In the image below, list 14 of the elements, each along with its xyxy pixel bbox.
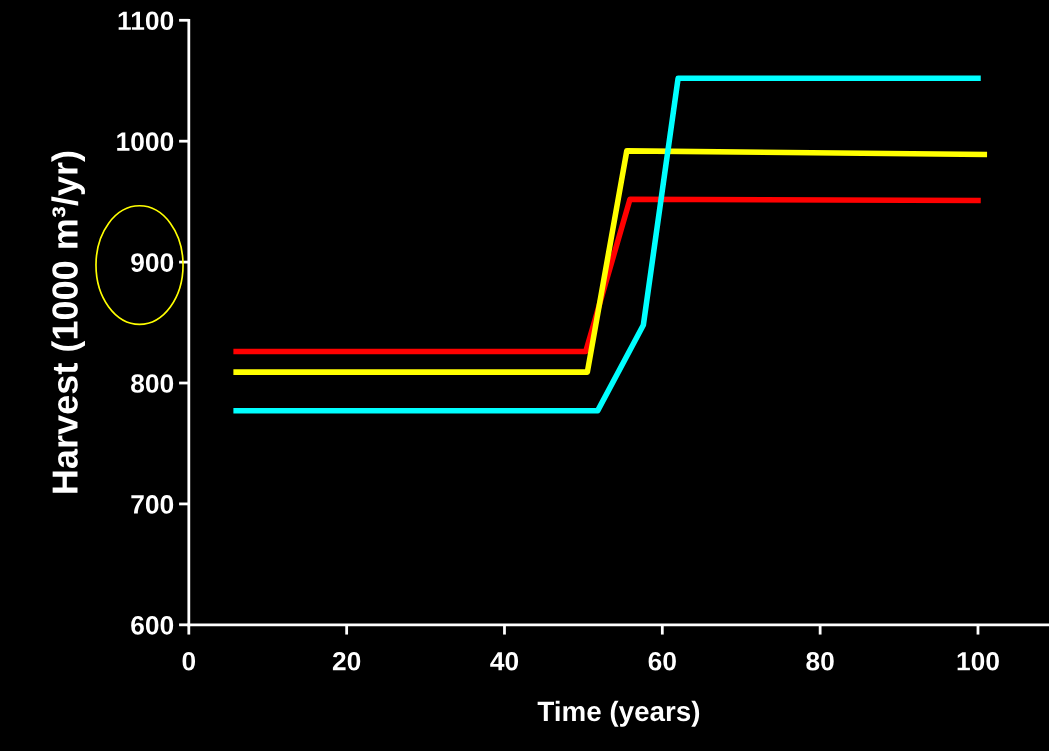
y-tick-label: 1100 (118, 11, 174, 31)
y-tick-label: 800 (131, 374, 174, 393)
y-axis-title: Harvest (1000 m³/yr) (51, 151, 85, 493)
x-tick-label: 80 (806, 651, 834, 671)
x-axis-title: Time (years) (537, 700, 700, 727)
x-tick-label: 20 (332, 651, 361, 671)
y-tick-label: 900 (131, 253, 174, 272)
y-tick-label: 1000 (117, 132, 174, 152)
x-tick-label: 100 (957, 651, 999, 671)
y-tick-label: 600 (131, 615, 174, 635)
x-tick-label: 40 (490, 651, 519, 671)
x-tick-label: 0 (182, 651, 196, 671)
x-tick-label: 60 (648, 651, 676, 671)
y-tick-label: 700 (131, 495, 174, 514)
